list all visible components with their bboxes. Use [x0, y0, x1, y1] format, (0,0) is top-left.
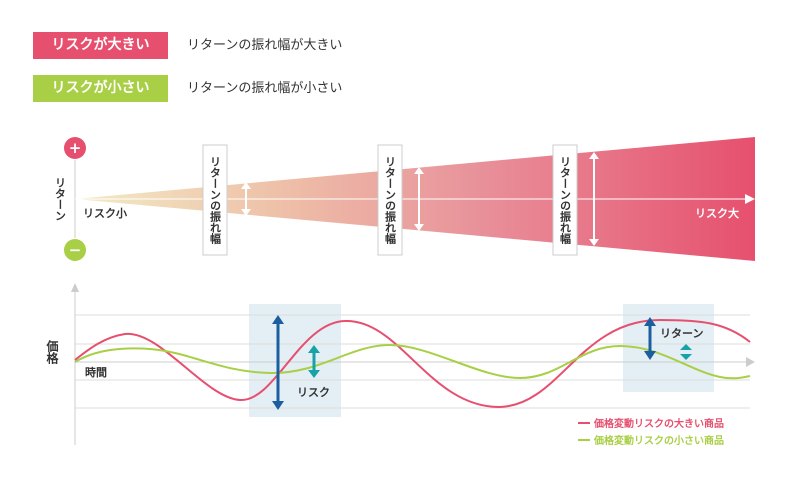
high-risk-label: リスク大 [695, 206, 739, 220]
price-axis-label: 価格 [45, 339, 59, 365]
large-risk-arrow [272, 315, 284, 410]
minus-icon [64, 239, 86, 261]
swing-marker-3: リターンの振れ幅 [552, 144, 599, 256]
low-risk-price-line [74, 343, 751, 380]
swing-label-3: リターンの振れ幅 [559, 156, 572, 245]
high-risk-price-line [74, 318, 751, 409]
baseline-arrowhead [745, 194, 755, 204]
legend-high-risk-item: 価格変動リスクの大きい商品 [593, 417, 724, 430]
large-return-arrow [644, 317, 656, 360]
high-risk-highlight [249, 304, 341, 417]
time-axis-label: 時間 [85, 365, 107, 379]
time-axis-arrowhead [746, 357, 755, 367]
swing-label-2: リターンの振れ幅 [384, 156, 397, 245]
risk-label: リスク [297, 386, 330, 399]
plus-sign: + [69, 139, 82, 157]
high-risk-badge: リスクが大きい [33, 32, 168, 59]
low-risk-description: リターンの振れ幅が小さい [187, 81, 343, 96]
return-axis-label: リターン [54, 177, 67, 221]
low-risk-label: リスク小 [83, 206, 127, 220]
swing-marker-1: リターンの振れ幅 [202, 144, 251, 256]
plus-icon [64, 137, 86, 159]
price-axis-arrowhead [71, 283, 79, 292]
small-return-arrow [680, 344, 692, 360]
legend-low-risk-item: 価格変動リスクの小さい商品 [593, 434, 724, 447]
swing-marker-2: リターンの振れ幅 [377, 144, 424, 256]
high-risk-description: リターンの振れ幅が大きい [187, 38, 343, 53]
minus-sign: − [69, 241, 82, 259]
small-risk-arrow [308, 345, 320, 378]
low-risk-badge: リスクが小さい [33, 75, 168, 102]
return-label: リターン [660, 327, 703, 340]
swing-label-1: リターンの振れ幅 [209, 156, 222, 245]
